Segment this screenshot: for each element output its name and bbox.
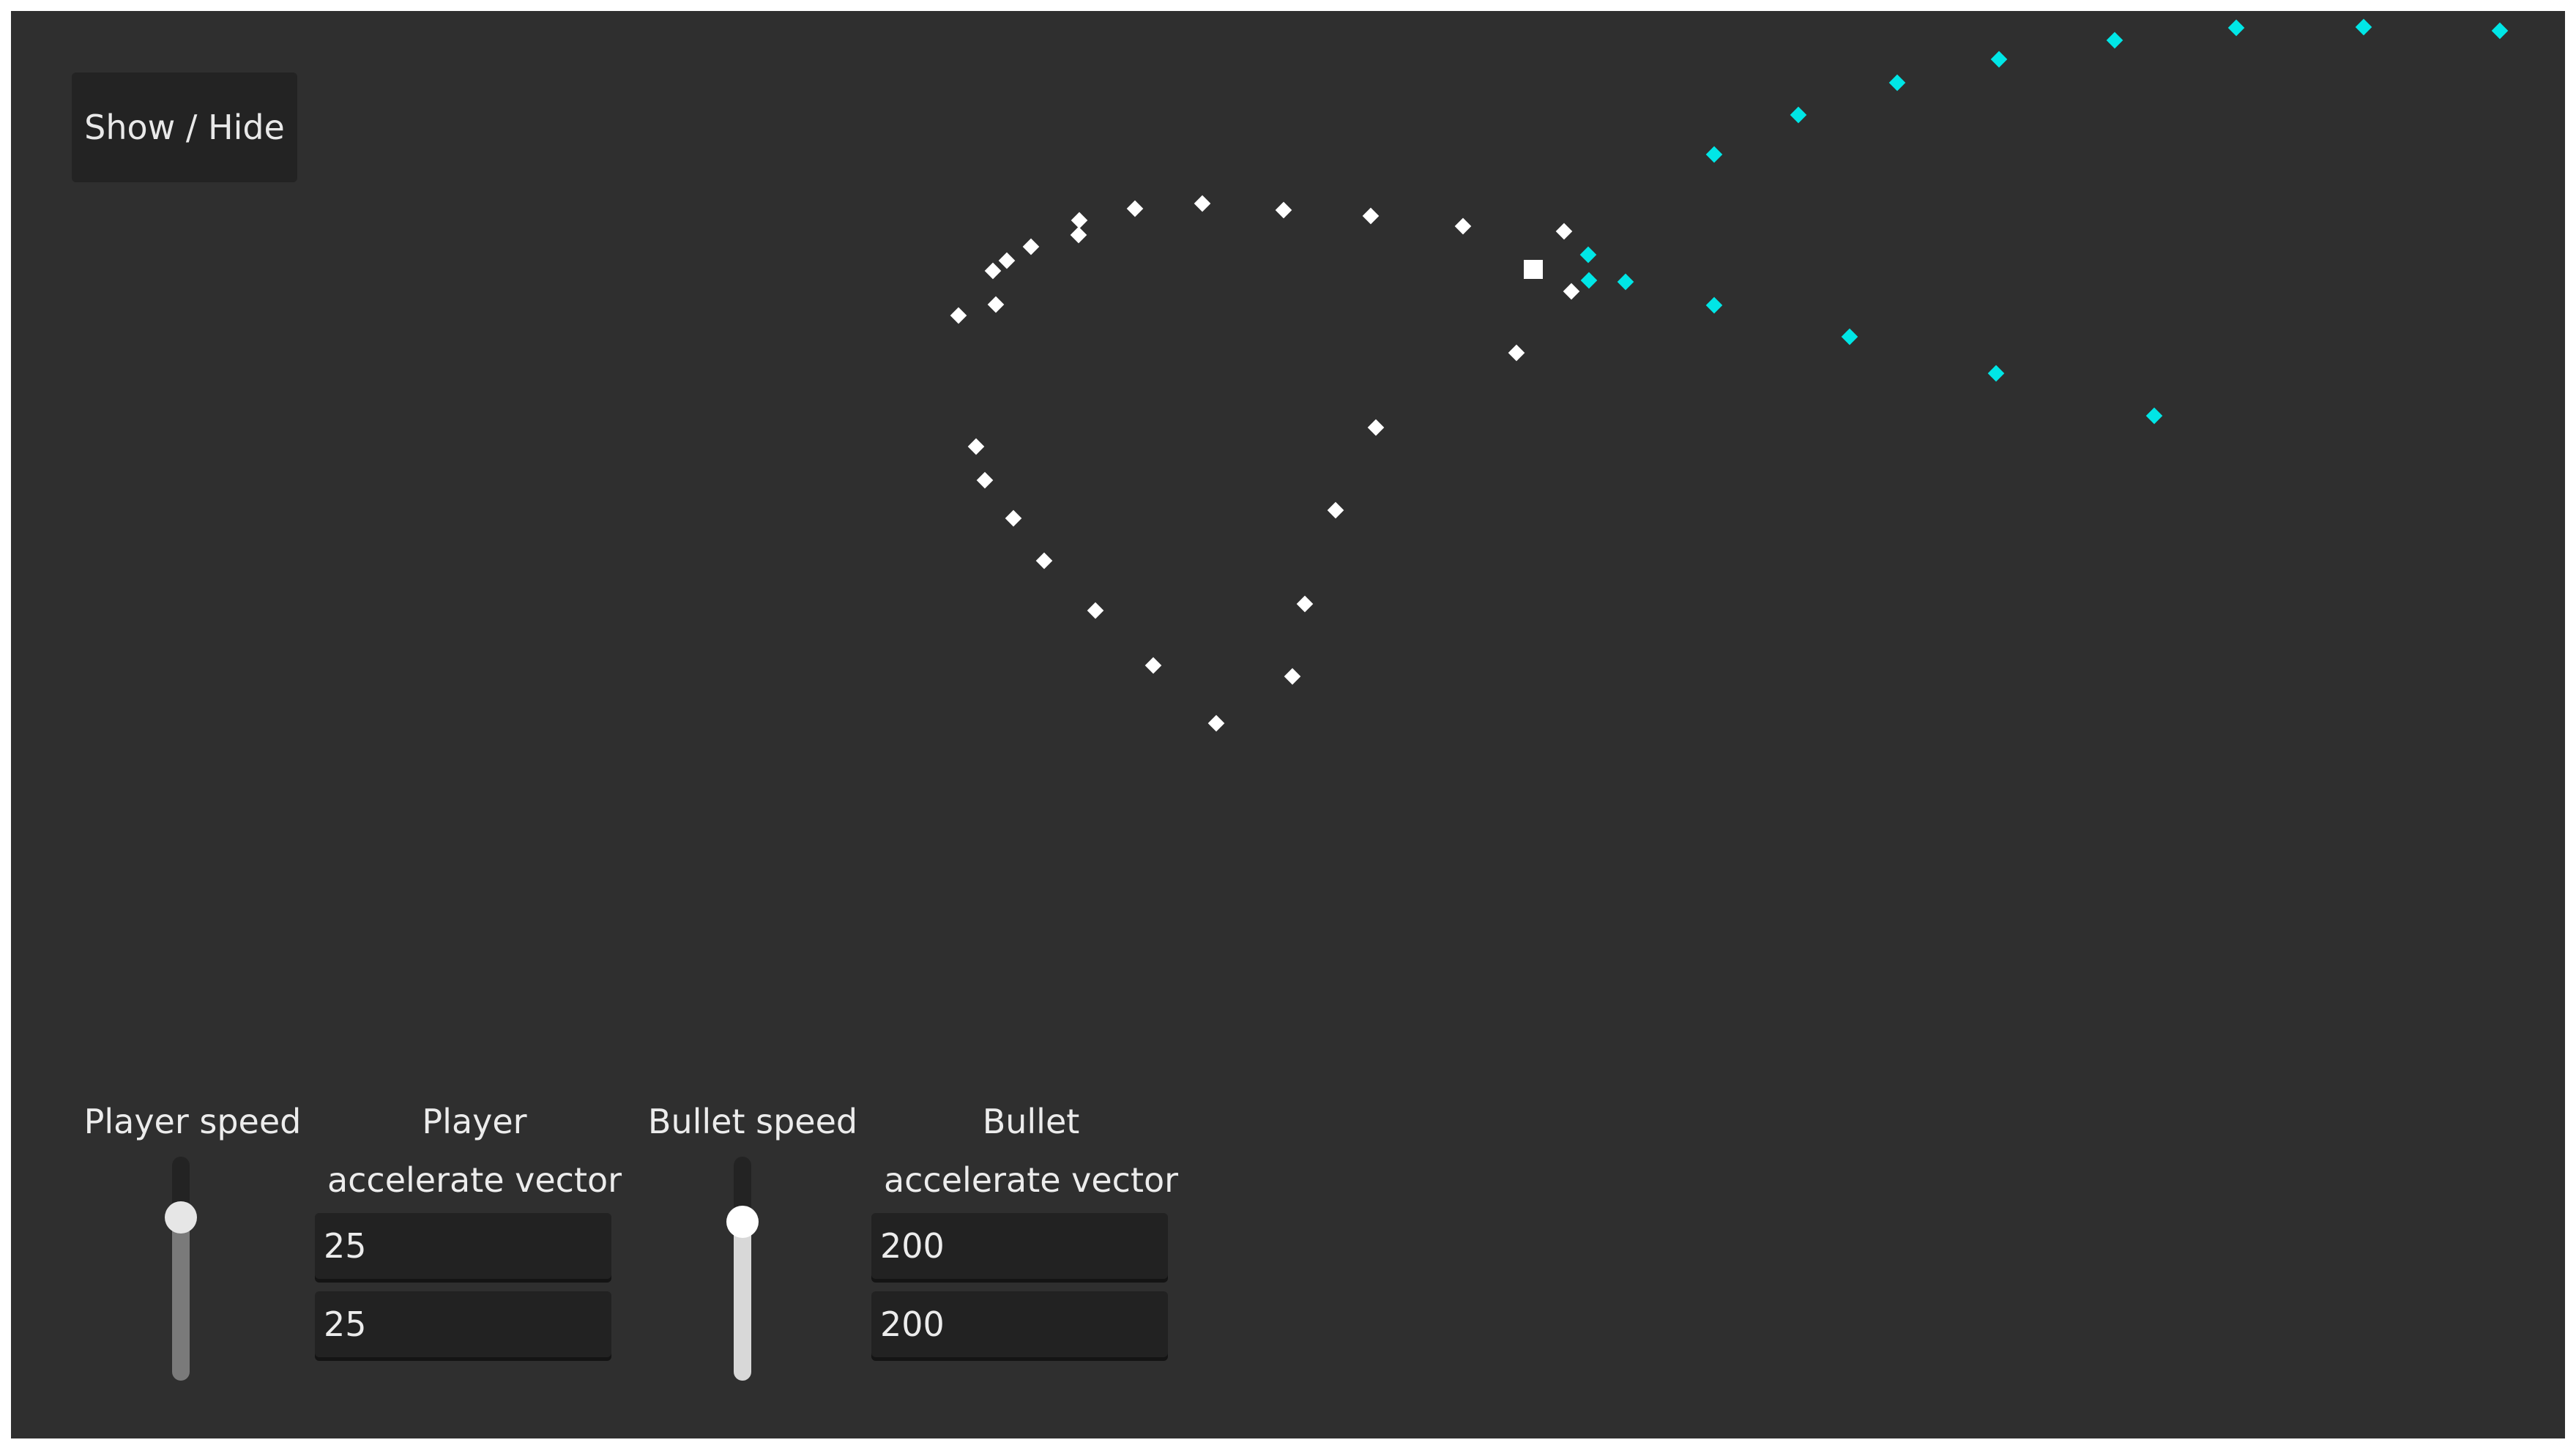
player-trail-dot [998, 252, 1016, 269]
player-trail-dot [976, 471, 994, 489]
game-viewport[interactable]: Show / Hide Player speed Player accelera… [11, 11, 2565, 1438]
bullet-dot [1705, 296, 1723, 314]
bullet-accel-x-input[interactable]: 200 [871, 1213, 1168, 1279]
player-trail-dot [1035, 552, 1053, 570]
bullet-dot [2491, 22, 2509, 40]
bullet-dot [1580, 272, 1598, 289]
player-trail-dot [1087, 602, 1104, 619]
player-speed-slider[interactable] [165, 1157, 197, 1381]
player-speed-slider-grabber[interactable] [165, 1201, 197, 1234]
game-canvas [11, 11, 2565, 1438]
bullet-accel-y-input[interactable]: 200 [871, 1291, 1168, 1357]
bullet-dot [2145, 407, 2163, 425]
bullet-dot [1579, 246, 1597, 264]
player-trail-dot [1367, 419, 1385, 436]
bullet-dot [2227, 19, 2245, 37]
bullet-accel-subtitle: accelerate vector [883, 1160, 1179, 1200]
player-trail-dot [1454, 217, 1472, 235]
player-trail-dot [1207, 714, 1225, 732]
player-speed-slider-fill [172, 1217, 190, 1381]
player-trail-dot [1563, 283, 1580, 300]
bullet-accel-title: Bullet [982, 1102, 1080, 1141]
player-trail-dot [1005, 510, 1022, 527]
player-trail-dot [1327, 501, 1344, 519]
bullet-dot [1987, 365, 2005, 382]
player-trail-dot [1194, 195, 1211, 212]
player-trail-dot [1144, 657, 1162, 674]
bullet-dot [2106, 31, 2123, 49]
player-accel-subtitle: accelerate vector [327, 1160, 622, 1200]
bullet-dot [2355, 18, 2372, 36]
player-trail-dot [1126, 200, 1144, 217]
bullet-speed-slider[interactable] [726, 1157, 759, 1381]
player-trail-dot [967, 438, 985, 455]
show-hide-button[interactable]: Show / Hide [72, 72, 297, 182]
bullet-dot [1790, 106, 1807, 124]
player-speed-label: Player speed [83, 1102, 302, 1141]
player-trail-dot [950, 307, 967, 324]
player-square [1524, 260, 1543, 279]
player-trail-dot [1070, 226, 1087, 244]
player-trail-dot [1508, 344, 1525, 362]
player-accel-y-input[interactable]: 25 [315, 1291, 611, 1357]
player-accel-title: Player [422, 1102, 527, 1141]
bullet-dot [1888, 74, 1906, 92]
bullet-dot [1617, 273, 1634, 291]
player-trail-dot [984, 262, 1002, 280]
bullet-dot [1705, 146, 1723, 163]
player-trail-dot [1284, 668, 1301, 685]
player-trail-dot [1022, 238, 1040, 255]
bullet-speed-label: Bullet speed [647, 1102, 858, 1141]
bullet-speed-slider-grabber[interactable] [726, 1205, 759, 1238]
player-trail-dot [1555, 223, 1573, 240]
player-trail-dot [1071, 212, 1088, 229]
bullet-speed-slider-fill [734, 1221, 751, 1381]
player-trail-dot [987, 296, 1005, 313]
bullet-dot [1841, 328, 1858, 346]
player-trail-dot [1275, 201, 1292, 219]
player-trail-dot [1362, 207, 1380, 225]
bullet-dot [1990, 51, 2008, 68]
player-accel-x-input[interactable]: 25 [315, 1213, 611, 1279]
player-trail-dot [1296, 595, 1314, 613]
